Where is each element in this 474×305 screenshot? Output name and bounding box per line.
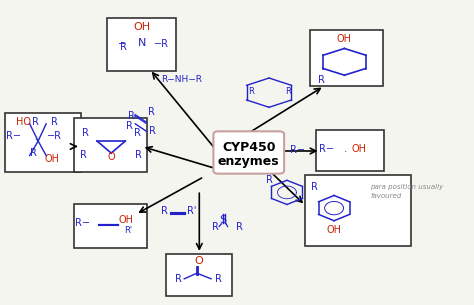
- Text: R: R: [119, 42, 127, 52]
- Text: ■: ■: [345, 151, 346, 152]
- FancyBboxPatch shape: [166, 254, 232, 296]
- Text: CYP450: CYP450: [222, 141, 275, 153]
- Text: R: R: [81, 150, 87, 160]
- Text: OH: OH: [327, 224, 342, 235]
- FancyBboxPatch shape: [305, 175, 411, 246]
- Text: N: N: [137, 38, 146, 48]
- Text: OH: OH: [351, 144, 366, 154]
- Text: R: R: [128, 111, 135, 121]
- Text: R: R: [265, 175, 273, 185]
- Text: R: R: [319, 75, 325, 85]
- Text: R: R: [161, 206, 167, 217]
- Text: R−: R−: [319, 144, 334, 154]
- Text: R: R: [51, 117, 58, 127]
- Text: R: R: [134, 127, 140, 138]
- FancyBboxPatch shape: [213, 131, 284, 174]
- Text: R': R': [125, 226, 133, 235]
- FancyBboxPatch shape: [108, 18, 176, 71]
- Text: R: R: [32, 117, 39, 127]
- Text: O: O: [194, 256, 203, 266]
- Text: para position usually: para position usually: [370, 184, 444, 190]
- Text: S: S: [219, 215, 227, 224]
- Text: favoured: favoured: [370, 193, 401, 199]
- Text: •: •: [34, 139, 36, 143]
- Text: −R: −R: [154, 39, 169, 49]
- FancyBboxPatch shape: [316, 130, 384, 170]
- Text: HO: HO: [16, 117, 30, 127]
- FancyBboxPatch shape: [5, 113, 81, 172]
- Text: R: R: [174, 274, 182, 284]
- Text: R: R: [285, 87, 291, 96]
- Text: R: R: [148, 107, 155, 117]
- Text: R: R: [126, 121, 133, 131]
- Text: −: −: [118, 39, 126, 49]
- Text: enzymes: enzymes: [218, 155, 280, 168]
- FancyBboxPatch shape: [74, 204, 147, 248]
- Text: R: R: [215, 274, 221, 284]
- Text: R: R: [82, 127, 89, 138]
- Text: OH: OH: [119, 215, 134, 224]
- Text: R: R: [311, 182, 318, 192]
- Text: R−NH−R: R−NH−R: [161, 75, 202, 84]
- Text: R: R: [135, 150, 142, 160]
- Text: −R: −R: [47, 131, 62, 141]
- Text: R: R: [212, 221, 219, 231]
- FancyBboxPatch shape: [310, 30, 383, 86]
- Text: OH: OH: [337, 34, 352, 44]
- Text: R−: R−: [75, 217, 90, 228]
- Text: OH: OH: [133, 22, 150, 32]
- Text: R: R: [248, 87, 254, 96]
- Text: R: R: [149, 126, 155, 136]
- Text: R−: R−: [290, 145, 305, 155]
- Text: R−: R−: [6, 131, 21, 141]
- Text: R': R': [187, 206, 196, 217]
- Text: R: R: [236, 221, 243, 231]
- Text: O: O: [108, 152, 115, 162]
- FancyBboxPatch shape: [74, 118, 147, 172]
- Text: OH: OH: [45, 154, 60, 164]
- Text: R: R: [30, 149, 37, 158]
